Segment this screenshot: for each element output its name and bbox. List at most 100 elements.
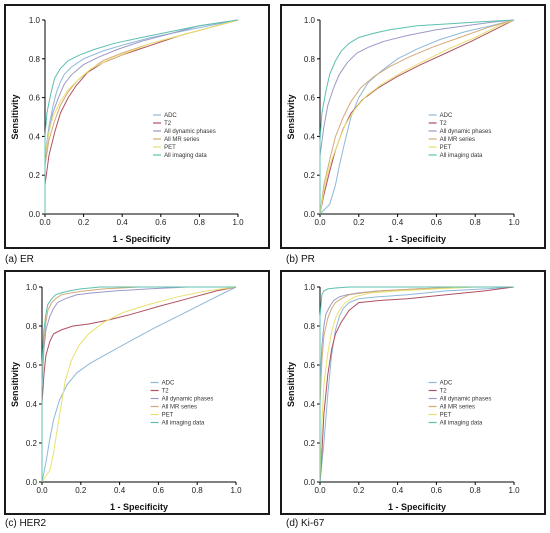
panel-frame [4, 270, 270, 515]
x-tick-label: 0.0 [39, 218, 51, 227]
x-axis-title: 1 - Specificity [388, 234, 446, 244]
x-axis-title: 1 - Specificity [388, 502, 446, 512]
y-tick-label: 0.2 [304, 439, 316, 448]
x-tick-label: 0.0 [314, 218, 326, 227]
legend-item: All dynamic phases [440, 129, 492, 135]
y-tick-label: 0.8 [26, 322, 38, 331]
y-tick-label: 0.0 [26, 478, 38, 487]
legend-item: ADC [440, 381, 453, 387]
x-tick-label: 1.0 [232, 218, 244, 227]
y-tick-label: 0.4 [304, 400, 316, 409]
legend: ADC T2 All dynamic phases All MR series PET A… [153, 113, 216, 159]
roc-curve-all-mr-series [319, 19, 515, 215]
y-tick-label: 0.6 [304, 361, 316, 370]
y-tick-label: 1.0 [29, 16, 41, 25]
panel-caption: (b) PR [286, 254, 315, 265]
legend-item: All MR series [440, 137, 475, 143]
legend-item: All dynamic phases [164, 129, 216, 135]
y-axis-title: Sensitivity [286, 362, 296, 407]
legend-item: T2 [164, 121, 172, 127]
x-axis-title: 1 - Specificity [112, 234, 170, 244]
y-tick-label: 1.0 [304, 283, 316, 292]
x-tick-label: 0.4 [392, 218, 404, 227]
panel-frame [280, 4, 546, 249]
roc-curve-pet [319, 19, 515, 215]
roc-curve-t2 [319, 286, 515, 483]
y-tick-label: 0.0 [304, 210, 316, 219]
roc-curve-all-imaging-data [319, 19, 515, 214]
y-tick-label: 0.4 [26, 400, 38, 409]
legend-item: ADC [162, 381, 175, 387]
legend: ADC T2 All dynamic phases All MR series PET A… [428, 113, 492, 159]
legend-item: PET [162, 413, 174, 419]
roc-curve-pet [44, 19, 239, 214]
y-tick-label: 0.2 [29, 171, 41, 180]
roc-curve-all-imaging-data [41, 286, 236, 482]
y-axis-title: Sensitivity [286, 94, 296, 139]
roc-curve-t2 [319, 19, 515, 215]
legend-item: All MR series [440, 405, 475, 411]
x-tick-label: 0.4 [114, 486, 126, 495]
panel-frame [280, 270, 546, 515]
x-tick-label: 1.0 [508, 218, 520, 227]
legend-item: All imaging data [440, 153, 483, 159]
roc-curve-all-dynamic-phases [319, 19, 515, 214]
legend-item: All imaging data [164, 153, 207, 159]
panel-caption: (a) ER [5, 254, 34, 265]
y-tick-label: 0.0 [29, 210, 41, 219]
x-tick-label: 0.8 [194, 218, 206, 227]
legend-item: T2 [162, 389, 170, 395]
y-tick-label: 0.6 [304, 94, 316, 103]
legend-item: T2 [440, 389, 448, 395]
legend-item: All imaging data [440, 421, 483, 427]
x-axis-title: 1 - Specificity [110, 502, 168, 512]
roc-panel-3: 0.0 0.2 0.4 0.6 0.8 1.0 0.0 0.2 0.4 0.6 0.8 1.0 1 - … [4, 270, 270, 515]
x-tick-label: 1.0 [508, 486, 520, 495]
x-tick-label: 0.8 [470, 486, 482, 495]
y-tick-label: 0.4 [29, 132, 41, 141]
y-axis-title: Sensitivity [10, 362, 20, 407]
x-tick-label: 0.2 [78, 218, 90, 227]
y-tick-label: 1.0 [304, 16, 316, 25]
legend-item: T2 [440, 121, 448, 127]
legend: ADC T2 All dynamic phases All MR series PET A… [150, 381, 214, 427]
roc-curve-all-imaging-data [319, 286, 514, 482]
x-tick-label: 0.2 [75, 486, 87, 495]
roc-panel-2: 0.0 0.2 0.4 0.6 0.8 1.0 0.0 0.2 0.4 0.6 0.8 1.0 1 - … [280, 4, 546, 249]
legend-item: All dynamic phases [440, 397, 492, 403]
x-tick-label: 0.6 [431, 218, 443, 227]
legend-item: PET [164, 145, 176, 151]
legend-item: PET [440, 145, 452, 151]
x-tick-label: 0.6 [155, 218, 167, 227]
legend-item: PET [440, 413, 452, 419]
roc-curve-pet [319, 286, 514, 483]
x-tick-label: 0.2 [353, 486, 365, 495]
legend-item: All MR series [162, 405, 197, 411]
y-tick-label: 1.0 [26, 283, 38, 292]
roc-curve-all-mr-series [319, 286, 514, 482]
roc-curve-adc [319, 286, 515, 483]
x-tick-label: 0.6 [153, 486, 165, 495]
legend: ADC T2 All dynamic phases All MR series PET A… [428, 381, 492, 427]
y-tick-label: 0.6 [29, 94, 41, 103]
roc-panel-4: 0.0 0.2 0.4 0.6 0.8 1.0 0.0 0.2 0.4 0.6 0.8 1.0 1 - … [280, 270, 546, 515]
roc-curve-t2 [41, 286, 237, 482]
legend-item: All dynamic phases [162, 397, 214, 403]
x-tick-label: 0.4 [392, 486, 404, 495]
x-tick-label: 0.6 [431, 486, 443, 495]
panel-caption: (d) Ki-67 [286, 518, 325, 529]
legend-item: All imaging data [162, 421, 205, 427]
y-tick-label: 0.2 [304, 171, 316, 180]
roc-curve-adc [319, 19, 515, 215]
legend-item: ADC [164, 113, 177, 119]
y-tick-label: 0.4 [304, 132, 316, 141]
roc-panel-1: 0.0 0.2 0.4 0.6 0.8 1.0 0.0 0.2 0.4 0.6 0.8 1.0 1 - … [4, 4, 270, 249]
roc-curve-all-dynamic-phases [41, 286, 236, 482]
x-tick-label: 0.0 [314, 486, 326, 495]
y-tick-label: 0.8 [304, 55, 316, 64]
x-tick-label: 0.8 [192, 486, 204, 495]
x-tick-label: 0.4 [117, 218, 129, 227]
legend-item: All MR series [164, 137, 199, 143]
y-tick-label: 0.6 [26, 361, 38, 370]
